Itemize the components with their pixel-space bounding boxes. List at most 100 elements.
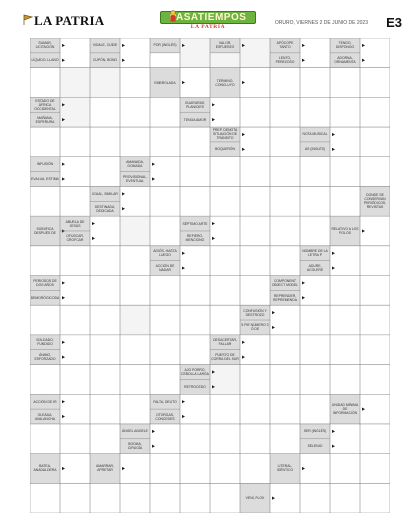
answer-cell[interactable] <box>90 97 120 127</box>
answer-cell[interactable] <box>210 216 240 246</box>
answer-cell[interactable] <box>30 68 60 98</box>
answer-cell[interactable] <box>90 483 120 513</box>
answer-cell[interactable] <box>180 127 210 157</box>
answer-cell[interactable] <box>60 394 90 424</box>
answer-cell[interactable] <box>210 454 240 484</box>
answer-cell[interactable] <box>90 276 120 306</box>
answer-cell[interactable] <box>360 157 390 187</box>
answer-cell[interactable] <box>330 246 360 276</box>
answer-cell[interactable] <box>120 68 150 98</box>
answer-cell[interactable] <box>210 424 240 454</box>
answer-cell[interactable] <box>120 454 150 484</box>
answer-cell[interactable] <box>360 276 390 306</box>
answer-cell[interactable] <box>270 97 300 127</box>
answer-cell[interactable] <box>330 424 360 454</box>
answer-cell[interactable] <box>270 68 300 98</box>
answer-cell[interactable] <box>360 335 390 365</box>
answer-cell[interactable] <box>180 186 210 216</box>
answer-cell[interactable] <box>300 216 330 246</box>
answer-cell[interactable] <box>90 216 120 246</box>
answer-cell[interactable] <box>240 335 270 365</box>
answer-cell[interactable] <box>240 454 270 484</box>
answer-cell[interactable] <box>60 365 90 395</box>
answer-cell[interactable] <box>300 305 330 335</box>
answer-cell[interactable] <box>360 246 390 276</box>
answer-cell[interactable] <box>60 68 90 98</box>
answer-cell[interactable] <box>60 305 90 335</box>
answer-cell[interactable] <box>360 68 390 98</box>
answer-cell[interactable] <box>210 394 240 424</box>
answer-cell[interactable] <box>120 127 150 157</box>
answer-cell[interactable] <box>150 365 180 395</box>
answer-cell[interactable] <box>30 305 60 335</box>
answer-cell[interactable] <box>360 38 390 68</box>
answer-cell[interactable] <box>120 365 150 395</box>
answer-cell[interactable] <box>300 157 330 187</box>
answer-cell[interactable] <box>90 246 120 276</box>
answer-cell[interactable] <box>300 276 330 306</box>
answer-cell[interactable] <box>30 127 60 157</box>
answer-cell[interactable] <box>60 454 90 484</box>
answer-cell[interactable] <box>330 335 360 365</box>
answer-cell[interactable] <box>90 157 120 187</box>
answer-cell[interactable] <box>210 157 240 187</box>
answer-cell[interactable] <box>60 38 90 68</box>
answer-cell[interactable] <box>300 335 330 365</box>
answer-cell[interactable] <box>330 483 360 513</box>
answer-cell[interactable] <box>120 276 150 306</box>
answer-cell[interactable] <box>330 454 360 484</box>
answer-cell[interactable] <box>60 424 90 454</box>
answer-cell[interactable] <box>360 216 390 246</box>
answer-cell[interactable] <box>270 483 300 513</box>
answer-cell[interactable] <box>180 157 210 187</box>
answer-cell[interactable] <box>90 335 120 365</box>
answer-cell[interactable] <box>60 335 90 365</box>
answer-cell[interactable] <box>180 424 210 454</box>
answer-cell[interactable] <box>360 394 390 424</box>
answer-cell[interactable] <box>150 186 180 216</box>
answer-cell[interactable] <box>210 305 240 335</box>
answer-cell[interactable] <box>360 365 390 395</box>
answer-cell[interactable] <box>60 276 90 306</box>
answer-cell[interactable] <box>150 335 180 365</box>
answer-cell[interactable] <box>60 186 90 216</box>
answer-cell[interactable] <box>120 97 150 127</box>
answer-cell[interactable] <box>360 483 390 513</box>
answer-cell[interactable] <box>300 68 330 98</box>
answer-cell[interactable] <box>240 216 270 246</box>
answer-cell[interactable] <box>210 365 240 395</box>
answer-cell[interactable] <box>300 97 330 127</box>
answer-cell[interactable] <box>300 454 330 484</box>
answer-cell[interactable] <box>210 186 240 216</box>
answer-cell[interactable] <box>30 365 60 395</box>
answer-cell[interactable] <box>60 246 90 276</box>
answer-cell[interactable] <box>120 38 150 68</box>
answer-cell[interactable] <box>210 246 240 276</box>
answer-cell[interactable] <box>150 157 180 187</box>
answer-cell[interactable] <box>270 157 300 187</box>
answer-cell[interactable] <box>330 127 360 157</box>
answer-cell[interactable] <box>270 216 300 246</box>
answer-cell[interactable] <box>270 127 300 157</box>
answer-cell[interactable] <box>240 276 270 306</box>
answer-cell[interactable] <box>300 38 330 68</box>
answer-cell[interactable] <box>150 276 180 306</box>
answer-cell[interactable] <box>210 97 240 127</box>
answer-cell[interactable] <box>60 97 90 127</box>
answer-cell[interactable] <box>180 38 210 68</box>
answer-cell[interactable] <box>270 335 300 365</box>
answer-cell[interactable] <box>270 394 300 424</box>
answer-cell[interactable] <box>90 305 120 335</box>
answer-cell[interactable] <box>240 97 270 127</box>
answer-cell[interactable] <box>150 216 180 246</box>
answer-cell[interactable] <box>180 483 210 513</box>
answer-cell[interactable] <box>330 186 360 216</box>
answer-cell[interactable] <box>30 424 60 454</box>
answer-cell[interactable] <box>240 424 270 454</box>
answer-cell[interactable] <box>60 157 90 187</box>
answer-cell[interactable] <box>240 246 270 276</box>
answer-cell[interactable] <box>90 394 120 424</box>
answer-cell[interactable] <box>180 394 210 424</box>
answer-cell[interactable] <box>90 424 120 454</box>
answer-cell[interactable] <box>120 246 150 276</box>
